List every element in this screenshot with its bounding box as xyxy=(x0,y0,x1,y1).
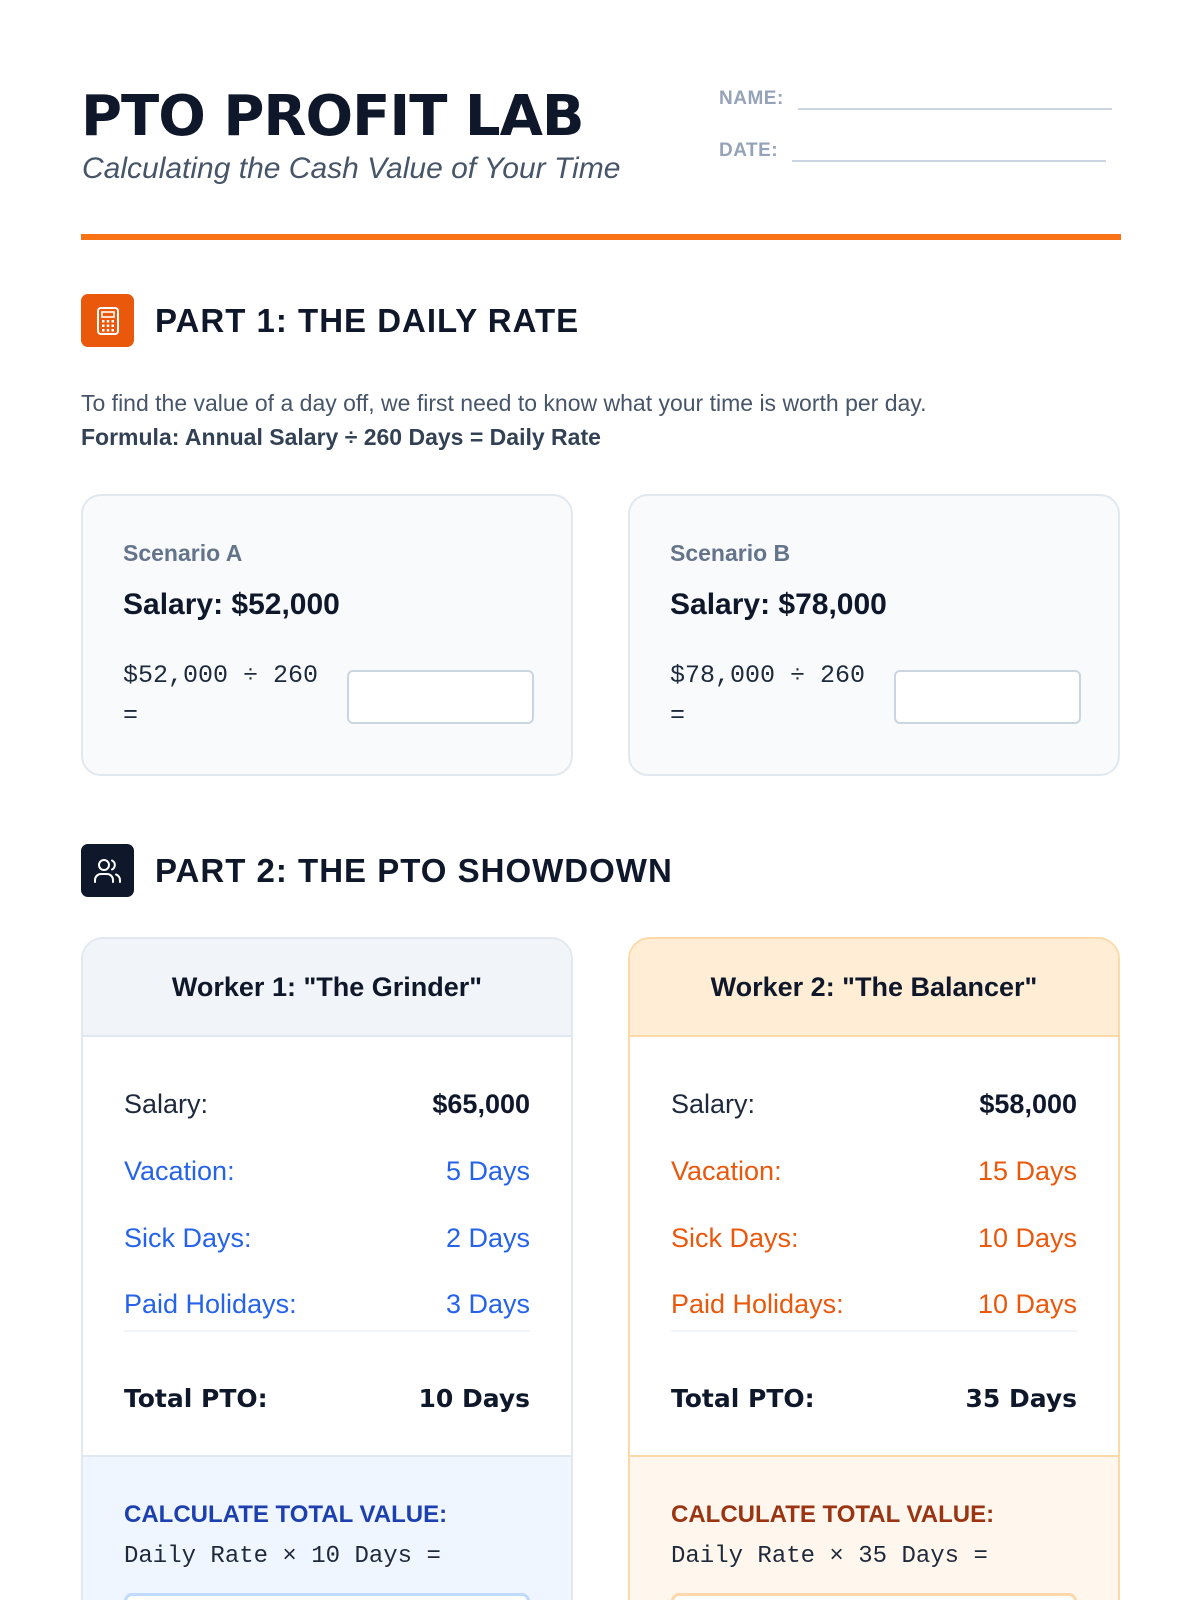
row-value: 2 Days xyxy=(445,1223,530,1253)
part1-title: PART 1: THE DAILY RATE xyxy=(155,301,580,339)
calculate-formula: Daily Rate × 10 Days = xyxy=(124,1543,441,1570)
intro-text: To find the value of a day off, we first… xyxy=(81,390,927,416)
total-value: 35 Days xyxy=(965,1384,1077,1413)
scenario-label: Scenario B xyxy=(670,540,791,566)
balancer-total-answer-box[interactable] xyxy=(671,1593,1077,1600)
row-value: 10 Days xyxy=(977,1223,1077,1253)
total-pto-row: Total PTO: 10 Days xyxy=(124,1384,530,1413)
page-subtitle: Calculating the Cash Value of Your Time xyxy=(82,152,621,185)
row-value: 15 Days xyxy=(977,1156,1077,1186)
scenario-salary: Salary: $78,000 xyxy=(670,588,887,621)
vacation-row: Vacation: 5 Days xyxy=(124,1156,530,1187)
row-label: Paid Holidays: xyxy=(124,1289,297,1319)
page-title: PTO PROFIT LAB xyxy=(81,84,585,149)
calculator-icon xyxy=(81,294,134,347)
salary-label: Salary: xyxy=(671,1089,756,1119)
divider xyxy=(124,1330,530,1332)
total-value: 10 Days xyxy=(418,1384,530,1413)
worksheet-header: PTO PROFIT LAB Calculating the Cash Valu… xyxy=(81,0,1121,242)
row-label: Sick Days: xyxy=(671,1223,799,1253)
scenario-card-a: Scenario A Salary: $52,000 $52,000 ÷ 260… xyxy=(81,494,573,776)
salary-row: Salary: $65,000 xyxy=(124,1089,530,1120)
row-value: 5 Days xyxy=(445,1156,530,1186)
row-label: Paid Holidays: xyxy=(671,1289,844,1319)
header-divider xyxy=(81,234,1121,240)
users-icon xyxy=(81,844,134,897)
sick-days-row: Sick Days: 10 Days xyxy=(671,1223,1077,1254)
total-pto-row: Total PTO: 35 Days xyxy=(671,1384,1077,1413)
worksheet-page: PTO PROFIT LAB Calculating the Cash Valu… xyxy=(81,0,1121,1600)
scenario-b-answer-box[interactable] xyxy=(894,670,1081,724)
part1-intro: To find the value of a day off, we first… xyxy=(81,386,926,454)
name-label: NAME: xyxy=(719,88,784,109)
total-label: Total PTO: xyxy=(671,1384,815,1413)
date-label: DATE: xyxy=(719,140,779,161)
calculate-title: CALCULATE TOTAL VALUE: xyxy=(124,1501,448,1528)
row-label: Vacation: xyxy=(124,1156,235,1186)
worker-card-grinder: Worker 1: "The Grinder" Salary: $65,000 … xyxy=(81,937,573,1600)
salary-label: Salary: xyxy=(124,1089,209,1119)
worker-details: Salary: $58,000 Vacation: 15 Days Sick D… xyxy=(630,1037,1118,1455)
worker-card-balancer: Worker 2: "The Balancer" Salary: $58,000… xyxy=(628,937,1120,1600)
scenario-card-b: Scenario B Salary: $78,000 $78,000 ÷ 260… xyxy=(628,494,1120,776)
holidays-row: Paid Holidays: 10 Days xyxy=(671,1289,1077,1320)
total-label: Total PTO: xyxy=(124,1384,268,1413)
row-value: 3 Days xyxy=(445,1289,530,1319)
scenario-salary: Salary: $52,000 xyxy=(123,588,340,621)
part1-header: PART 1: THE DAILY RATE xyxy=(81,294,579,347)
grinder-total-answer-box[interactable] xyxy=(124,1593,530,1600)
row-value: 10 Days xyxy=(977,1289,1077,1319)
calculate-formula: Daily Rate × 35 Days = xyxy=(671,1543,988,1570)
scenario-calc: $52,000 ÷ 260 = xyxy=(123,661,319,730)
formula-text: Formula: Annual Salary ÷ 260 Days = Dail… xyxy=(81,424,601,450)
part2-header: PART 2: THE PTO SHOWDOWN xyxy=(81,844,673,897)
divider xyxy=(671,1330,1077,1332)
calculate-section: CALCULATE TOTAL VALUE: Daily Rate × 10 D… xyxy=(83,1455,571,1600)
name-field[interactable] xyxy=(797,86,1112,110)
sick-days-row: Sick Days: 2 Days xyxy=(124,1223,530,1254)
salary-value: $65,000 xyxy=(432,1089,530,1119)
worker-name: Worker 2: "The Balancer" xyxy=(630,939,1118,1037)
scenario-a-answer-box[interactable] xyxy=(347,670,534,724)
vacation-row: Vacation: 15 Days xyxy=(671,1156,1077,1187)
date-field[interactable] xyxy=(792,138,1107,162)
row-label: Sick Days: xyxy=(124,1223,252,1253)
salary-value: $58,000 xyxy=(979,1089,1077,1119)
date-row: DATE: xyxy=(719,138,1107,162)
name-row: NAME: xyxy=(719,86,1112,110)
calculate-section: CALCULATE TOTAL VALUE: Daily Rate × 35 D… xyxy=(630,1455,1118,1600)
row-label: Vacation: xyxy=(671,1156,782,1186)
scenario-calc: $78,000 ÷ 260 = xyxy=(670,661,866,730)
scenario-label: Scenario A xyxy=(123,540,243,566)
worker-details: Salary: $65,000 Vacation: 5 Days Sick Da… xyxy=(83,1037,571,1455)
calculate-title: CALCULATE TOTAL VALUE: xyxy=(671,1501,995,1528)
part2-title: PART 2: THE PTO SHOWDOWN xyxy=(155,851,673,889)
salary-row: Salary: $58,000 xyxy=(671,1089,1077,1120)
holidays-row: Paid Holidays: 3 Days xyxy=(124,1289,530,1320)
worker-name: Worker 1: "The Grinder" xyxy=(83,939,571,1037)
